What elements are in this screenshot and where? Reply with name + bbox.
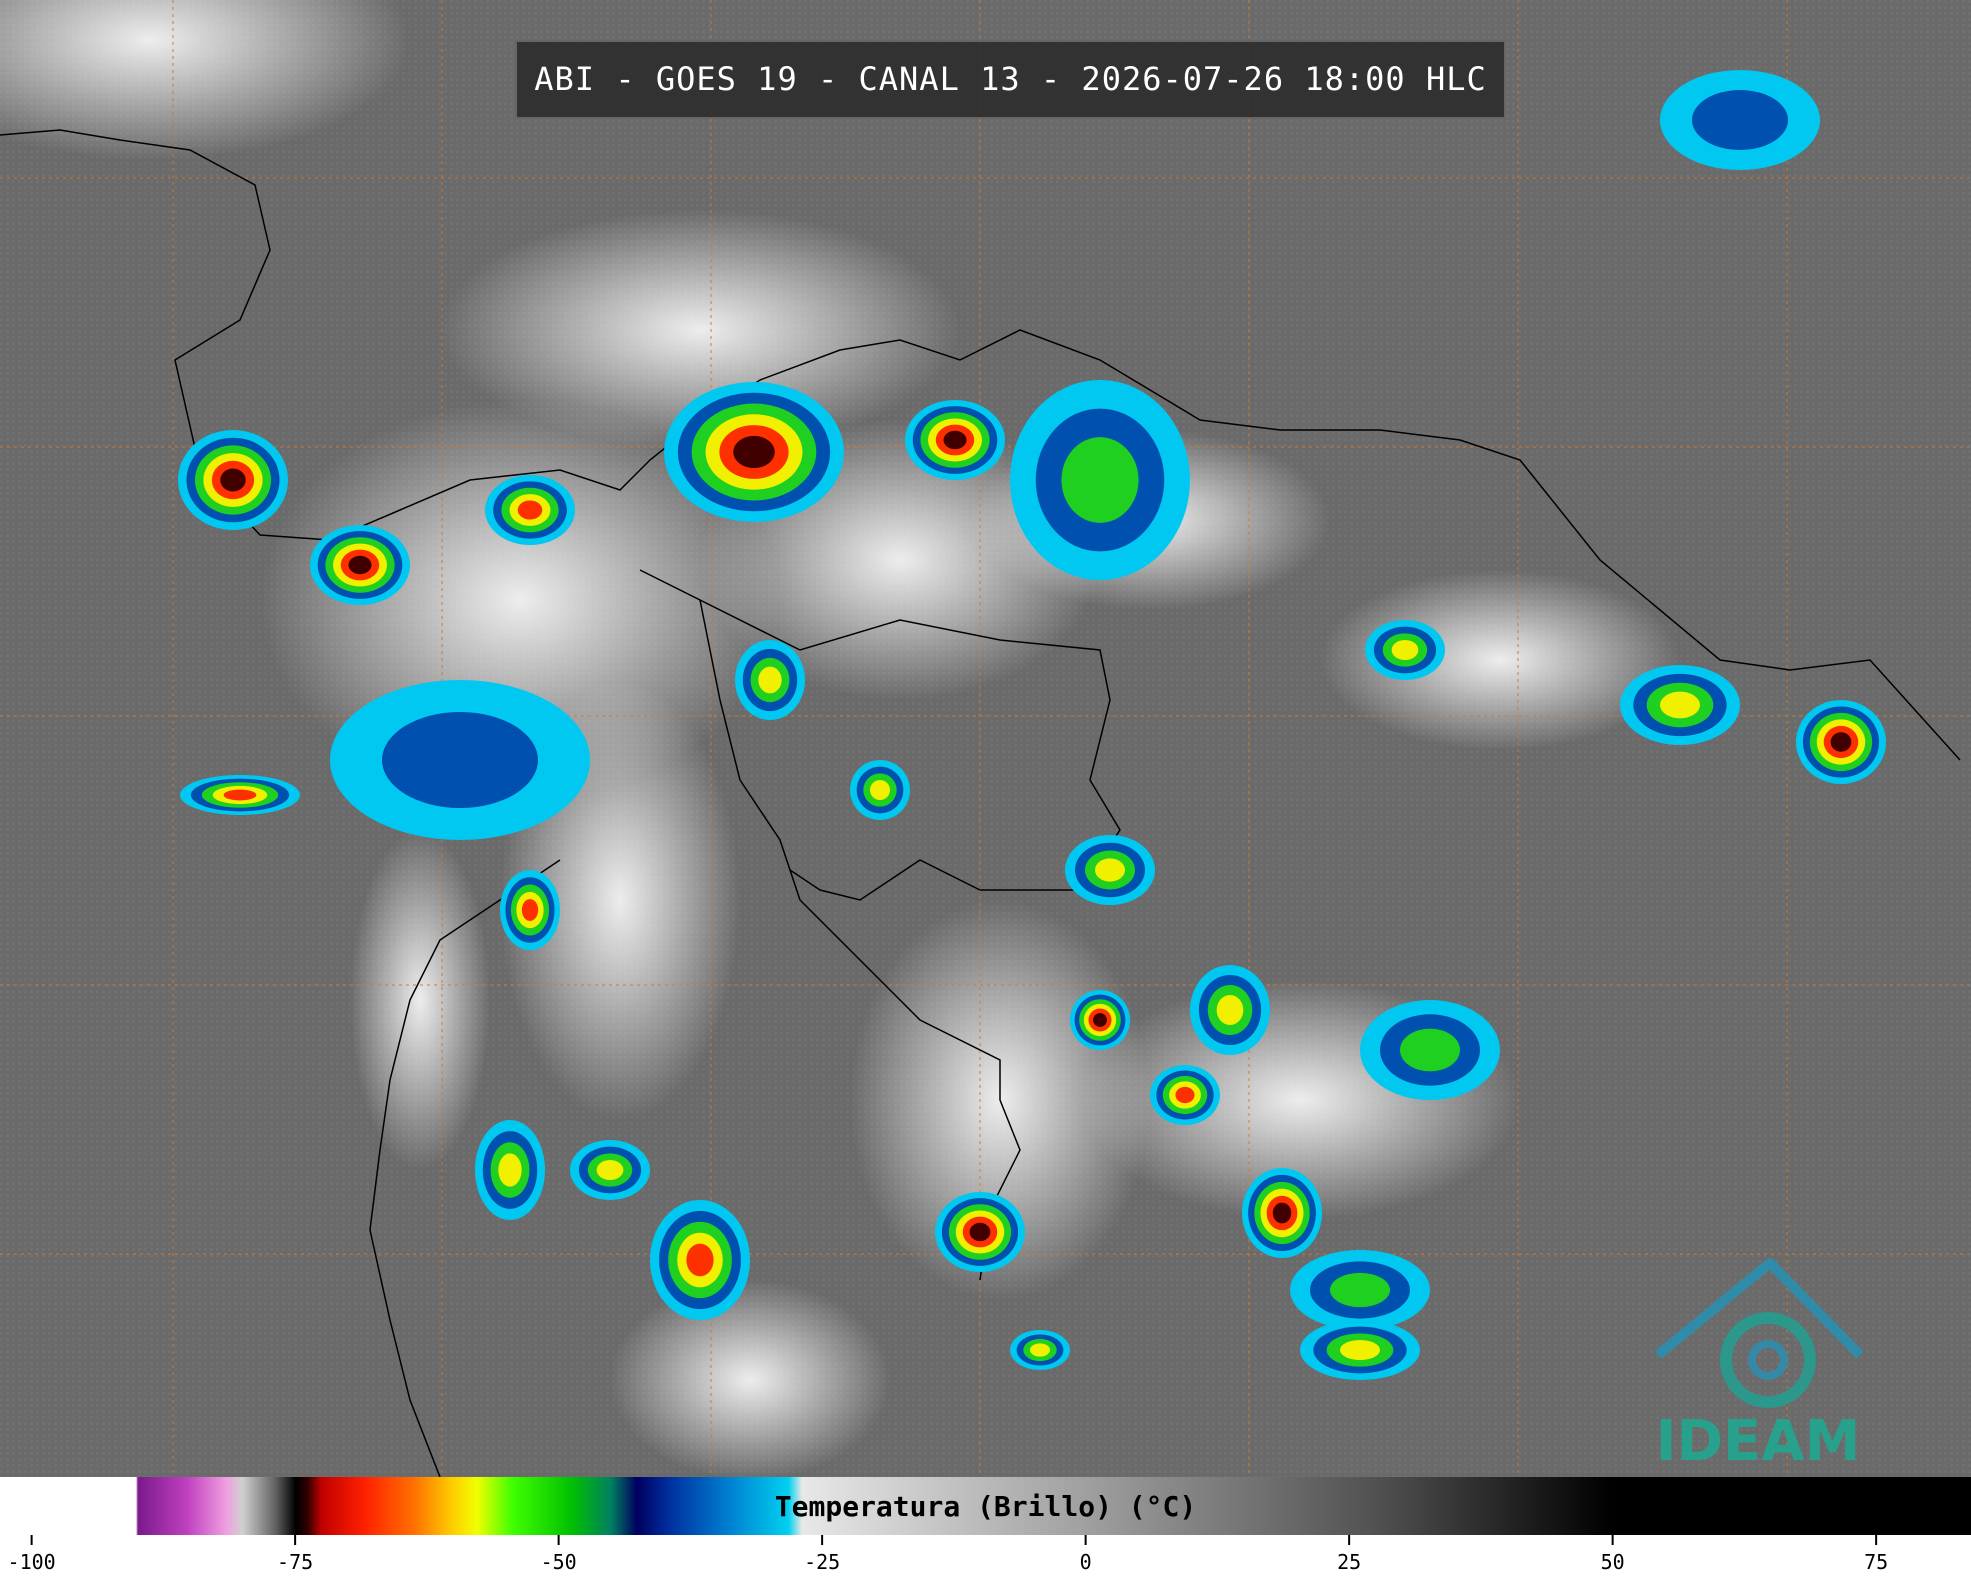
storm-layer	[521, 899, 539, 921]
convective-cells	[178, 70, 1886, 1380]
tick-label: 0	[1080, 1550, 1092, 1574]
lat-lon-grid	[0, 0, 1971, 1477]
storm-layer	[733, 435, 775, 469]
tick-label: -25	[804, 1550, 840, 1574]
storm-layer	[517, 500, 543, 520]
storm-layer	[1216, 995, 1244, 1025]
cloud	[0, 0, 410, 160]
storm-layer	[498, 1153, 522, 1187]
cloud	[350, 830, 490, 1170]
storm-layer	[1391, 640, 1419, 660]
logo-text: IDEAM	[1656, 1409, 1861, 1474]
title: ABI - GOES 19 - CANAL 13 - 2026-07-26 18…	[534, 60, 1487, 98]
storm-layer	[223, 789, 257, 801]
storm-layer	[348, 555, 372, 575]
logo: IDEAM	[1654, 1258, 1864, 1474]
tick-label: 75	[1864, 1550, 1888, 1574]
logo-roof	[1654, 1258, 1864, 1359]
cloud	[1320, 570, 1680, 750]
tick-label: 50	[1601, 1550, 1625, 1574]
storm-layer	[1660, 691, 1700, 719]
logo-swirl-core	[1748, 1340, 1788, 1380]
storm-layer	[220, 468, 246, 492]
storm-layer	[758, 666, 782, 694]
cloud	[610, 1280, 890, 1477]
tick-label: -100	[8, 1550, 56, 1574]
colorbar-axis: -100 -75 -50 -25 0 25 50 75	[8, 1535, 1888, 1574]
storm-layer	[870, 780, 890, 800]
storm-layer	[1330, 1272, 1390, 1308]
cloud	[440, 210, 960, 450]
storm-layer	[596, 1160, 624, 1180]
colorbar	[0, 1477, 1971, 1535]
storm-layer	[686, 1243, 714, 1277]
storm-layer	[1340, 1340, 1380, 1360]
storm-layer	[1272, 1202, 1292, 1224]
colorbar-label: Temperatura (Brillo) (°C)	[774, 1490, 1197, 1523]
tick-label: -50	[541, 1550, 577, 1574]
storm-layer	[1061, 437, 1139, 523]
storm-layer	[1093, 1013, 1107, 1027]
storm-layer	[1830, 732, 1852, 752]
storm-layer	[1175, 1086, 1195, 1104]
tick-label: 25	[1337, 1550, 1361, 1574]
title-box: ABI - GOES 19 - CANAL 13 - 2026-07-26 18…	[515, 40, 1506, 119]
storm-layer	[943, 430, 967, 450]
tick-label: -75	[277, 1550, 313, 1574]
satellite-image	[0, 0, 1971, 1477]
storm-layer	[1095, 858, 1125, 882]
storm-layer	[382, 712, 538, 808]
storm-layer	[1030, 1343, 1050, 1357]
storm-layer	[969, 1222, 991, 1242]
storm-layer	[1692, 90, 1788, 150]
storm-layer	[1400, 1028, 1460, 1072]
logo-swirl	[1720, 1312, 1816, 1408]
